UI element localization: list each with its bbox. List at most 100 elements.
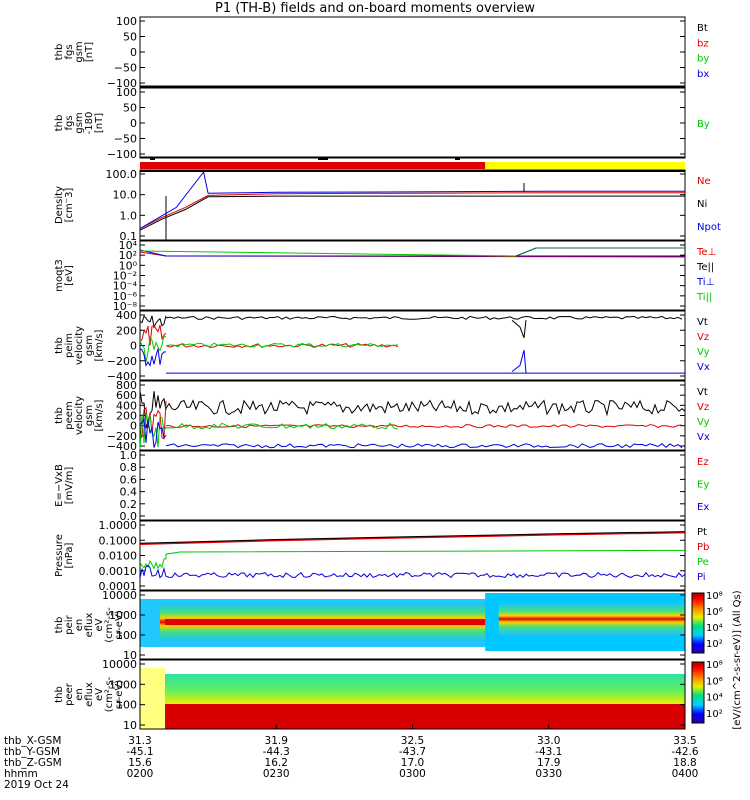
xaxis-col-1-row-1: -44.3 — [263, 746, 290, 758]
efield-ytick-label: 0.8 — [120, 461, 138, 474]
density-frame — [139, 169, 686, 241]
fgs_bfield-legend-2: by — [697, 54, 709, 65]
ion_velocity-ytick-label: −400 — [107, 370, 137, 383]
ion_spec-ylabel: (cm²-s- — [104, 607, 115, 643]
pressure-pb-line — [139, 531, 686, 545]
fgs-gap-mark — [455, 157, 460, 160]
electron_spec-ytick-label: 1000 — [109, 678, 137, 691]
fgs_by-ylabel: thb — [54, 115, 65, 132]
peim-vy-line — [165, 342, 399, 348]
ion_spec-spectrogram — [140, 593, 685, 651]
xaxis-row-label-3: hhmm — [4, 768, 38, 780]
ion_velocity-ylabel: peim — [64, 333, 75, 358]
density-legend-2: Npot — [697, 222, 721, 233]
pressure-ytick-label: 0.1000 — [99, 534, 138, 547]
electron_velocity-ytick-label: 200 — [116, 410, 137, 423]
fgs_bfield-ylabel: fgs — [64, 44, 75, 59]
xaxis-col-3-row-3: 0330 — [535, 768, 562, 780]
peem-vt-line — [165, 399, 686, 417]
electron_spec-ylabel: (cm²-s- — [104, 676, 115, 712]
peim-vx-dip — [511, 349, 527, 374]
electron_spec-ylabel: peer — [64, 682, 75, 706]
temperature-ytick-label: 10⁻⁸ — [113, 300, 138, 313]
xaxis-col-2-row-1: -43.7 — [399, 746, 426, 758]
efield-ytick-label: 0.4 — [120, 486, 138, 499]
peim-vt-line — [165, 315, 683, 320]
electron_spec-colorbar — [691, 661, 705, 724]
fgs_bfield-legend-1: bz — [697, 38, 709, 49]
mode-bar-red — [140, 162, 486, 169]
pressure-ylabel: [nPa] — [64, 542, 75, 568]
pressure-frame — [139, 520, 686, 591]
ion_spec-frame — [139, 590, 686, 660]
electron-spec-early — [140, 668, 165, 729]
ion_spec-ylabel: thb — [54, 617, 65, 634]
temperature-legend-2: Ti⊥ — [696, 277, 714, 288]
electron_velocity-frame — [139, 380, 686, 451]
peim-vt-dip — [511, 319, 527, 338]
temperature-ytick-label: 10² — [119, 249, 137, 262]
peem-vt-early — [139, 391, 167, 429]
electron_velocity-ylabel: velocity — [74, 396, 85, 435]
xaxis-row-label-2: thb_Z-GSM — [4, 757, 62, 769]
efield-legend-0: Ez — [697, 457, 709, 468]
electron_spec-ytick-label: 10000 — [102, 658, 137, 671]
ion_spec-ylabel: eflux — [84, 613, 95, 638]
mode-bar-yellow — [485, 162, 685, 169]
peem-vx-line — [165, 443, 683, 449]
pressure-legend-2: Pe — [697, 557, 709, 568]
efield-ytick-label: 0.2 — [120, 498, 138, 511]
density-Npot-line — [139, 170, 685, 230]
fgs_by-ytick-label: 50 — [123, 102, 137, 115]
pressure-legend-1: Pb — [697, 542, 709, 553]
fgs_by-ylabel: [nT] — [94, 113, 105, 133]
xaxis-col-2-row-0: 32.5 — [401, 735, 424, 747]
electron_spec-colorbar-tick: 10⁶ — [706, 676, 723, 687]
xaxis-col-1-row-2: 16.2 — [265, 757, 288, 769]
electron_velocity-ytick-label: −400 — [107, 440, 137, 453]
figure-title: P1 (TH-B) fields and on-board moments ov… — [215, 1, 535, 16]
ion_velocity-ytick-label: 0 — [130, 340, 137, 353]
peim-vx-early — [139, 348, 167, 367]
ion-spec-late-band — [498, 603, 685, 635]
fgs_by-ytick-label: −50 — [114, 133, 137, 146]
electron_velocity-ytick-label: 600 — [116, 389, 137, 402]
ion_spec-ylabel: peir — [64, 614, 75, 634]
fgs_by-frame — [139, 87, 686, 159]
ion_spec-ylabel: eV — [94, 618, 105, 631]
density-ylabel: [cm⁻3] — [64, 188, 75, 223]
density-ytick-label: 0.1 — [120, 230, 138, 243]
peem-vy-early — [139, 413, 167, 450]
xaxis-col-2-row-3: 0300 — [399, 768, 426, 780]
mode-bar-line — [140, 170, 685, 172]
ion_spec-colorbar-tick: 10⁴ — [706, 623, 723, 634]
xaxis-col-3-row-2: 17.9 — [537, 757, 560, 769]
pressure-ylabel: Pressure — [54, 534, 65, 577]
ion_velocity-ylabel: velocity — [74, 326, 85, 365]
ion_velocity-legend-2: Vy — [697, 347, 710, 358]
peem-vy-line — [165, 422, 399, 430]
electron_spec-spectrogram — [140, 668, 685, 729]
fgs_bfield-ytick-label: 50 — [123, 31, 137, 44]
fgs_by-ytick-label: 100 — [116, 86, 137, 99]
electron_spec-colorbar-tick: 10² — [706, 709, 723, 720]
xaxis-col-4-row-0: 33.5 — [673, 735, 696, 747]
fgs_bfield-legend-0: Bt — [697, 23, 708, 34]
fgs_bfield-frame — [139, 16, 686, 88]
pressure-legend-3: Pi — [697, 572, 706, 583]
fgs_bfield-ytick-label: 100 — [116, 15, 137, 28]
pressure-pi-line — [139, 564, 686, 579]
pressure-pt-line — [139, 531, 686, 544]
electron_spec-ylabel: eflux — [84, 682, 95, 707]
fgs_bfield-ylabel: [nT] — [84, 42, 95, 62]
density-ytick-label: 1.0 — [120, 209, 138, 222]
ion_spec-colorbar-tick: 10² — [706, 639, 723, 650]
temp-te-par-line — [515, 247, 685, 257]
ion_velocity-ytick-label: −200 — [107, 355, 137, 368]
temperature-legend-0: Te⊥ — [696, 247, 716, 258]
ion_spec-ytick-label: 1000 — [109, 609, 137, 622]
ion_velocity-legend-3: Vx — [697, 362, 710, 373]
fgs_bfield-ytick-label: 0 — [130, 46, 137, 59]
ion_spec-ylabel: sr-eV) — [114, 610, 125, 639]
